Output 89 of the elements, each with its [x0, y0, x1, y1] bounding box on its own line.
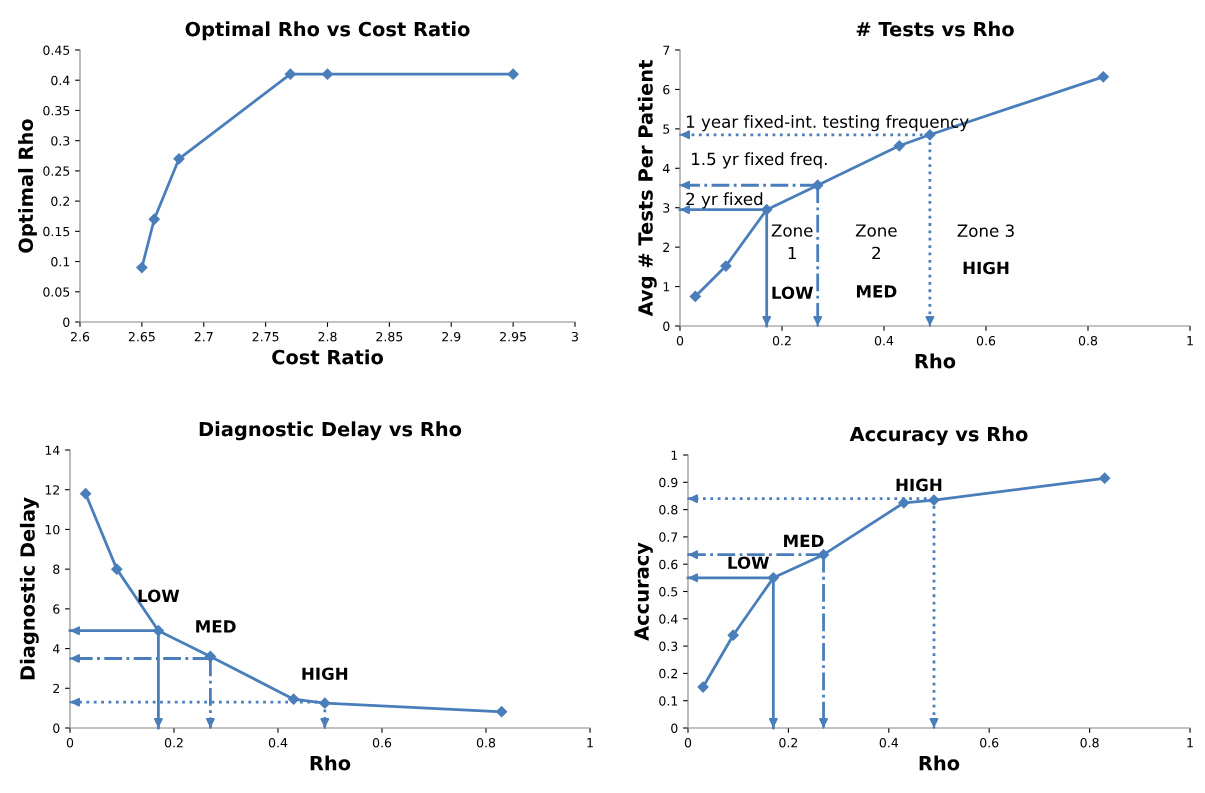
x-tick-label: 0.8 [1078, 335, 1098, 346]
annotation: MED [784, 534, 824, 547]
y-tick-label: 0.3 [51, 136, 70, 146]
x-tick-label: 1 [1187, 336, 1193, 346]
y-tick-label: 0.3 [659, 641, 678, 652]
x-tick-label: 0.6 [980, 737, 999, 748]
x-axis-title: Rho [919, 755, 960, 771]
y-tick-label: 5 [663, 124, 670, 134]
y-tick-label: 1 [671, 450, 678, 460]
y-tick-label: 8 [53, 564, 60, 575]
annotation: Zone 3 [957, 224, 1014, 237]
y-tick-label: 0.2 [659, 668, 678, 679]
y-tick-label: 7 [663, 45, 670, 55]
x-tick-label: 0.6 [372, 737, 392, 748]
y-tick-label: 0.1 [51, 257, 70, 267]
chart-title: Optimal Rho vs Cost Ratio [185, 21, 470, 41]
x-tick-label: 2.85 [376, 331, 403, 342]
annotation: LOW [728, 556, 769, 570]
y-tick-label: 14 [45, 445, 60, 455]
y-tick-label: 2 [53, 683, 60, 694]
y-tick-label: 0.5 [659, 586, 678, 597]
chart-title: Accuracy vs Rho [849, 426, 1028, 446]
y-tick-label: 0.4 [51, 75, 70, 86]
y-tick-label: 1 [663, 282, 670, 292]
y-tick-label: 6 [53, 604, 60, 614]
annotation: 1 year fixed-int. testing frequency [686, 115, 969, 132]
x-tick-label: 1 [1187, 738, 1193, 748]
y-tick-label: 0.4 [659, 614, 678, 624]
y-tick-label: 0.35 [43, 105, 70, 116]
y-tick-label: 0.2 [51, 196, 70, 207]
annotation: 1.5 yr fixed freq. [692, 152, 827, 169]
x-axis-title: Rho [915, 353, 956, 369]
y-tick-label: 0 [671, 723, 678, 733]
y-tick-label: 3 [663, 203, 670, 213]
annotation: HIGH [302, 667, 348, 681]
x-tick-label: 1 [587, 738, 593, 748]
y-tick-label: 0.7 [659, 532, 678, 542]
y-tick-label: 0 [53, 723, 60, 733]
chart-title: Diagnostic Delay vs Rho [199, 421, 462, 441]
x-tick-label: 0.2 [164, 737, 183, 748]
x-tick-label: 0.4 [268, 737, 288, 748]
x-tick-label: 2.8 [318, 331, 337, 342]
x-tick-label: 0.2 [772, 335, 791, 346]
x-tick-label: 0 [684, 737, 692, 748]
x-tick-label: 3 [571, 331, 578, 342]
annotation: MED [196, 620, 236, 633]
y-axis-title: Optimal Rho [18, 119, 37, 253]
y-tick-label: 4 [662, 163, 670, 174]
x-tick-label: 0.8 [1080, 737, 1099, 748]
x-tick-label: 0.4 [879, 737, 899, 748]
y-tick-label: 12 [45, 485, 60, 495]
x-tick-label: 0.4 [874, 335, 894, 346]
y-tick-label: 0.6 [659, 559, 678, 570]
y-tick-label: 0.05 [43, 287, 70, 297]
y-axis-title: Avg # Tests Per Patient [637, 60, 657, 317]
x-axis-title: Rho [310, 755, 351, 771]
x-tick-label: 0.6 [976, 335, 996, 346]
annotation: Zone 1 [771, 224, 813, 260]
annotation: LOW [772, 286, 813, 300]
annotation: LOW [138, 589, 180, 603]
y-tick-label: 0.15 [43, 226, 70, 237]
x-tick-label: 2.75 [252, 331, 279, 342]
annotation: MED [856, 285, 897, 298]
y-tick-label: 0 [663, 321, 670, 331]
x-tick-label: 2.65 [128, 331, 155, 342]
y-tick-label: 10 [45, 524, 60, 535]
x-tick-label: 2.6 [70, 331, 90, 342]
x-tick-label: 0.8 [476, 737, 496, 748]
y-axis-title: Diagnostic Delay [19, 497, 39, 680]
y-tick-label: 0.8 [659, 505, 678, 515]
y-tick-label: 6 [663, 84, 670, 95]
x-tick-label: 2.7 [194, 331, 213, 342]
y-tick-label: 0 [63, 317, 70, 327]
y-tick-label: 4 [52, 644, 60, 654]
y-tick-label: 0.1 [659, 696, 678, 706]
y-tick-label: 2 [663, 242, 670, 252]
annotation: Zone 2 [855, 224, 897, 260]
y-tick-label: 0.25 [43, 166, 70, 176]
annotation: HIGH [963, 261, 1009, 275]
annotation: HIGH [896, 478, 942, 492]
y-axis-title: Accuracy [634, 542, 653, 641]
annotation: 2 yr fixed [686, 192, 763, 209]
x-tick-label: 0.2 [779, 737, 798, 748]
x-tick-label: 2.9 [442, 331, 461, 342]
x-axis-title: Cost Ratio [272, 349, 384, 365]
x-tick-label: 2.95 [500, 331, 526, 342]
y-tick-label: 0.45 [43, 45, 70, 55]
chart-title: # Tests vs Rho [856, 21, 1014, 37]
y-tick-label: 0.9 [659, 477, 678, 488]
